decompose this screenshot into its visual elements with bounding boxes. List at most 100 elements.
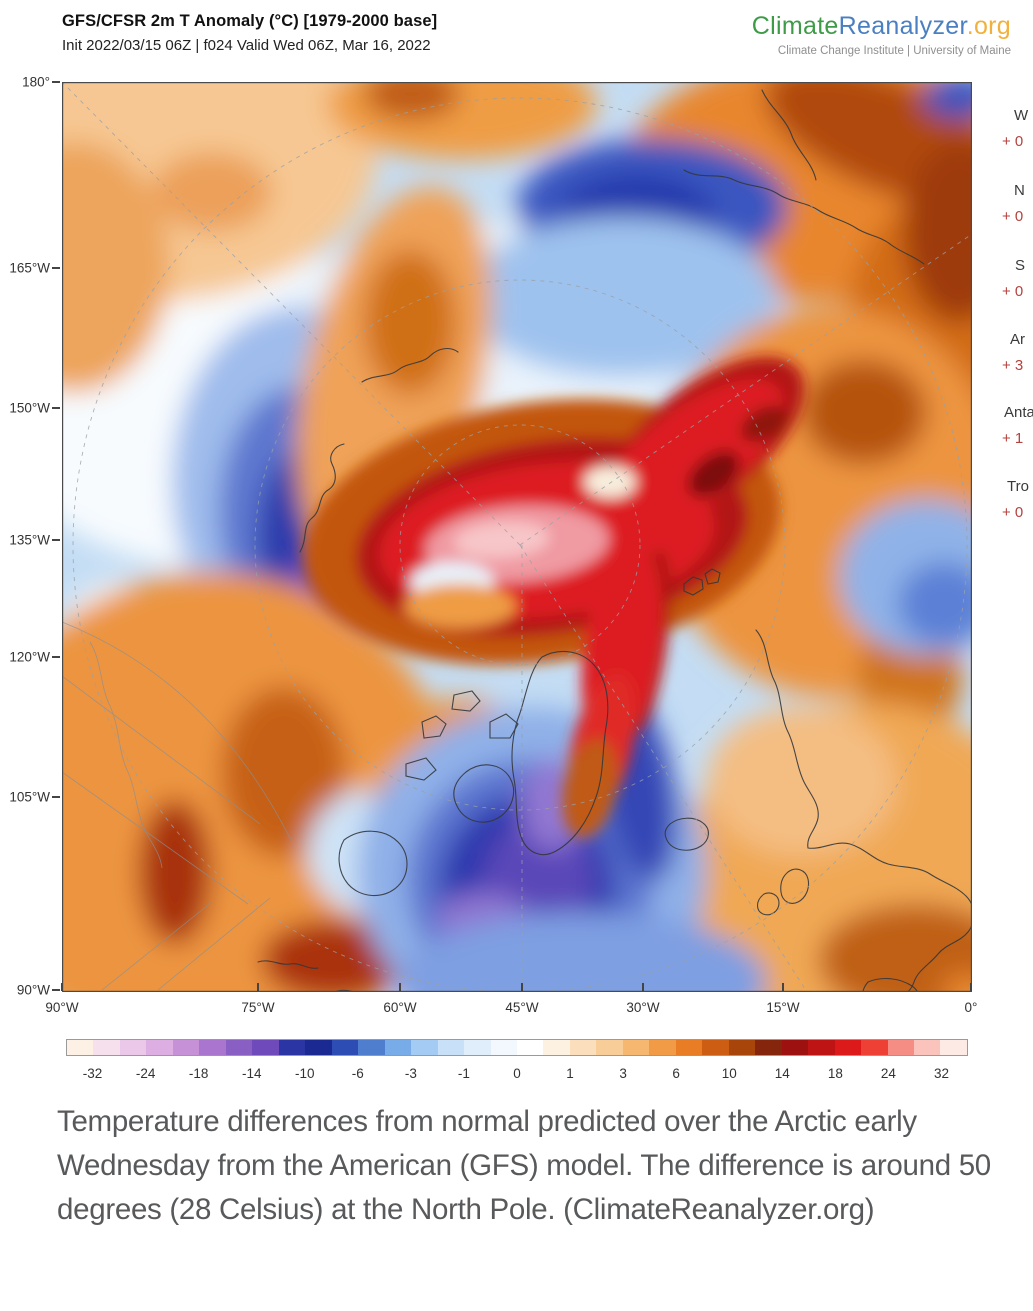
left-axis-tick (52, 539, 60, 541)
colorbar-tick-label: -1 (457, 1066, 470, 1081)
colorbar-cell (384, 1040, 412, 1055)
colorbar-tick-label: 0 (513, 1066, 521, 1081)
colorbar-cell (358, 1040, 385, 1055)
bottom-axis-tick (61, 983, 63, 991)
logo-part-org: .org (966, 12, 1011, 40)
colorbar-cell (861, 1040, 888, 1055)
bottom-axis-label: 15°W (766, 1000, 800, 1015)
colorbar-tick-label: 24 (880, 1066, 896, 1081)
colorbar-cell (914, 1040, 941, 1055)
left-axis-tick (52, 81, 60, 83)
bottom-axis-tick (257, 983, 259, 991)
bottom-axis-label: 75°W (241, 1000, 275, 1015)
colorbar-tick-label: 32 (933, 1066, 949, 1081)
figure-caption: Temperature differences from normal pred… (57, 1105, 991, 1226)
colorbar-cell (199, 1040, 226, 1055)
left-axis-tick (52, 796, 60, 798)
colorbar-cell (940, 1040, 967, 1055)
graticule (62, 82, 972, 992)
right-stat-label: Tro (1007, 478, 1029, 495)
right-stat-label: S (1015, 257, 1026, 274)
bottom-axis-label: 0° (964, 1000, 978, 1015)
colorbar-cell (596, 1040, 623, 1055)
title-block: GFS/CFSR 2m T Anomaly (°C) [1979-2000 ba… (62, 12, 437, 54)
site-logo: ClimateReanalyzer.org Climate Change Ins… (752, 12, 1011, 57)
bottom-axis-label: 45°W (505, 1000, 539, 1015)
colorbar (66, 1039, 968, 1056)
colorbar-cell (887, 1040, 914, 1055)
colorbar-cell (543, 1040, 570, 1055)
left-axis-tick (52, 656, 60, 658)
map-title: GFS/CFSR 2m T Anomaly (°C) [1979-2000 ba… (62, 12, 438, 30)
left-axis-label: 150°W (9, 400, 50, 416)
right-stat-value: + 3 (1002, 357, 1024, 374)
colorbar-cell (278, 1040, 306, 1055)
interior-borders (62, 621, 293, 991)
right-stat-label: W (1014, 107, 1029, 124)
site-logo-subtitle: Climate Change Institute | University of… (777, 45, 1011, 57)
left-axis-tick (52, 407, 60, 409)
colorbar-tick-label: 3 (619, 1066, 627, 1081)
colorbar-cell (331, 1040, 359, 1055)
bottom-axis-label: 90°W (45, 1000, 79, 1015)
left-axis-label: 165°W (9, 260, 50, 276)
colorbar-tick-label: 10 (721, 1066, 737, 1081)
colorbar-cell (490, 1040, 517, 1055)
colorbar-cell (781, 1040, 809, 1055)
colorbar-cell (622, 1040, 650, 1055)
colorbar-cell (702, 1040, 729, 1055)
colorbar-cell (516, 1040, 544, 1055)
colorbar-cell (225, 1040, 253, 1055)
right-stat-label: N (1014, 182, 1025, 199)
colorbar-cell (411, 1040, 438, 1055)
right-stat-value: + 0 (1002, 283, 1024, 300)
left-axis-label: 90°W (16, 982, 50, 998)
colorbar-cell (67, 1040, 94, 1055)
colorbar-tick-label: 1 (566, 1066, 574, 1081)
colorbar-cell (728, 1040, 756, 1055)
arctic-hotspot (303, 356, 805, 838)
logo-part-climate: Climate (751, 12, 839, 40)
colorbar-cell (808, 1040, 835, 1055)
colorbar-cell (834, 1040, 862, 1055)
right-stat-label: Anta (1004, 404, 1033, 421)
colorbar-cell (569, 1040, 597, 1055)
colorbar-cell (305, 1040, 332, 1055)
colorbar-tick-label: 18 (827, 1066, 843, 1081)
colorbar-cell (675, 1040, 703, 1055)
bottom-axis-tick (521, 983, 523, 991)
right-stat-value: + 0 (1002, 504, 1024, 521)
left-axis-label: 180° (22, 74, 50, 90)
colorbar-cell (755, 1040, 782, 1055)
colorbar-cell (172, 1040, 200, 1055)
anomaly-map-svg (62, 82, 972, 992)
right-stat-value: + 0 (1002, 133, 1024, 150)
left-axis-label: 105°W (9, 789, 50, 805)
bottom-axis-tick (399, 983, 401, 991)
coastlines (257, 89, 972, 992)
colorbar-tick-label: -6 (351, 1066, 364, 1081)
right-stat-value: + 1 (1002, 430, 1024, 447)
colorbar-tick-label: -10 (294, 1066, 315, 1081)
bottom-axis-tick (970, 983, 972, 991)
colorbar-tick-label: -24 (135, 1066, 156, 1081)
colorbar-cell (146, 1040, 173, 1055)
colorbar-cell (252, 1040, 279, 1055)
logo-part-reanalyzer: Reanalyzer (838, 12, 967, 40)
left-axis-tick (52, 989, 60, 991)
site-logo-wordmark: ClimateReanalyzer.org (752, 12, 1011, 41)
colorbar-tick-label: -14 (241, 1066, 262, 1081)
left-axis-label: 120°W (9, 649, 50, 665)
bottom-axis-tick (782, 983, 784, 991)
anomaly-field (62, 82, 972, 992)
map-border (62, 82, 972, 992)
right-stat-value: + 0 (1002, 208, 1024, 225)
left-axis-label: 135°W (9, 532, 50, 548)
bottom-axis-tick (642, 983, 644, 991)
left-axis-tick (52, 267, 60, 269)
colorbar-cell (119, 1040, 147, 1055)
map-init-line: Init 2022/03/15 06Z | f024 Valid Wed 06Z… (62, 37, 431, 54)
colorbar-tick-label: -32 (82, 1066, 103, 1081)
colorbar-tick-label: 14 (774, 1066, 790, 1081)
